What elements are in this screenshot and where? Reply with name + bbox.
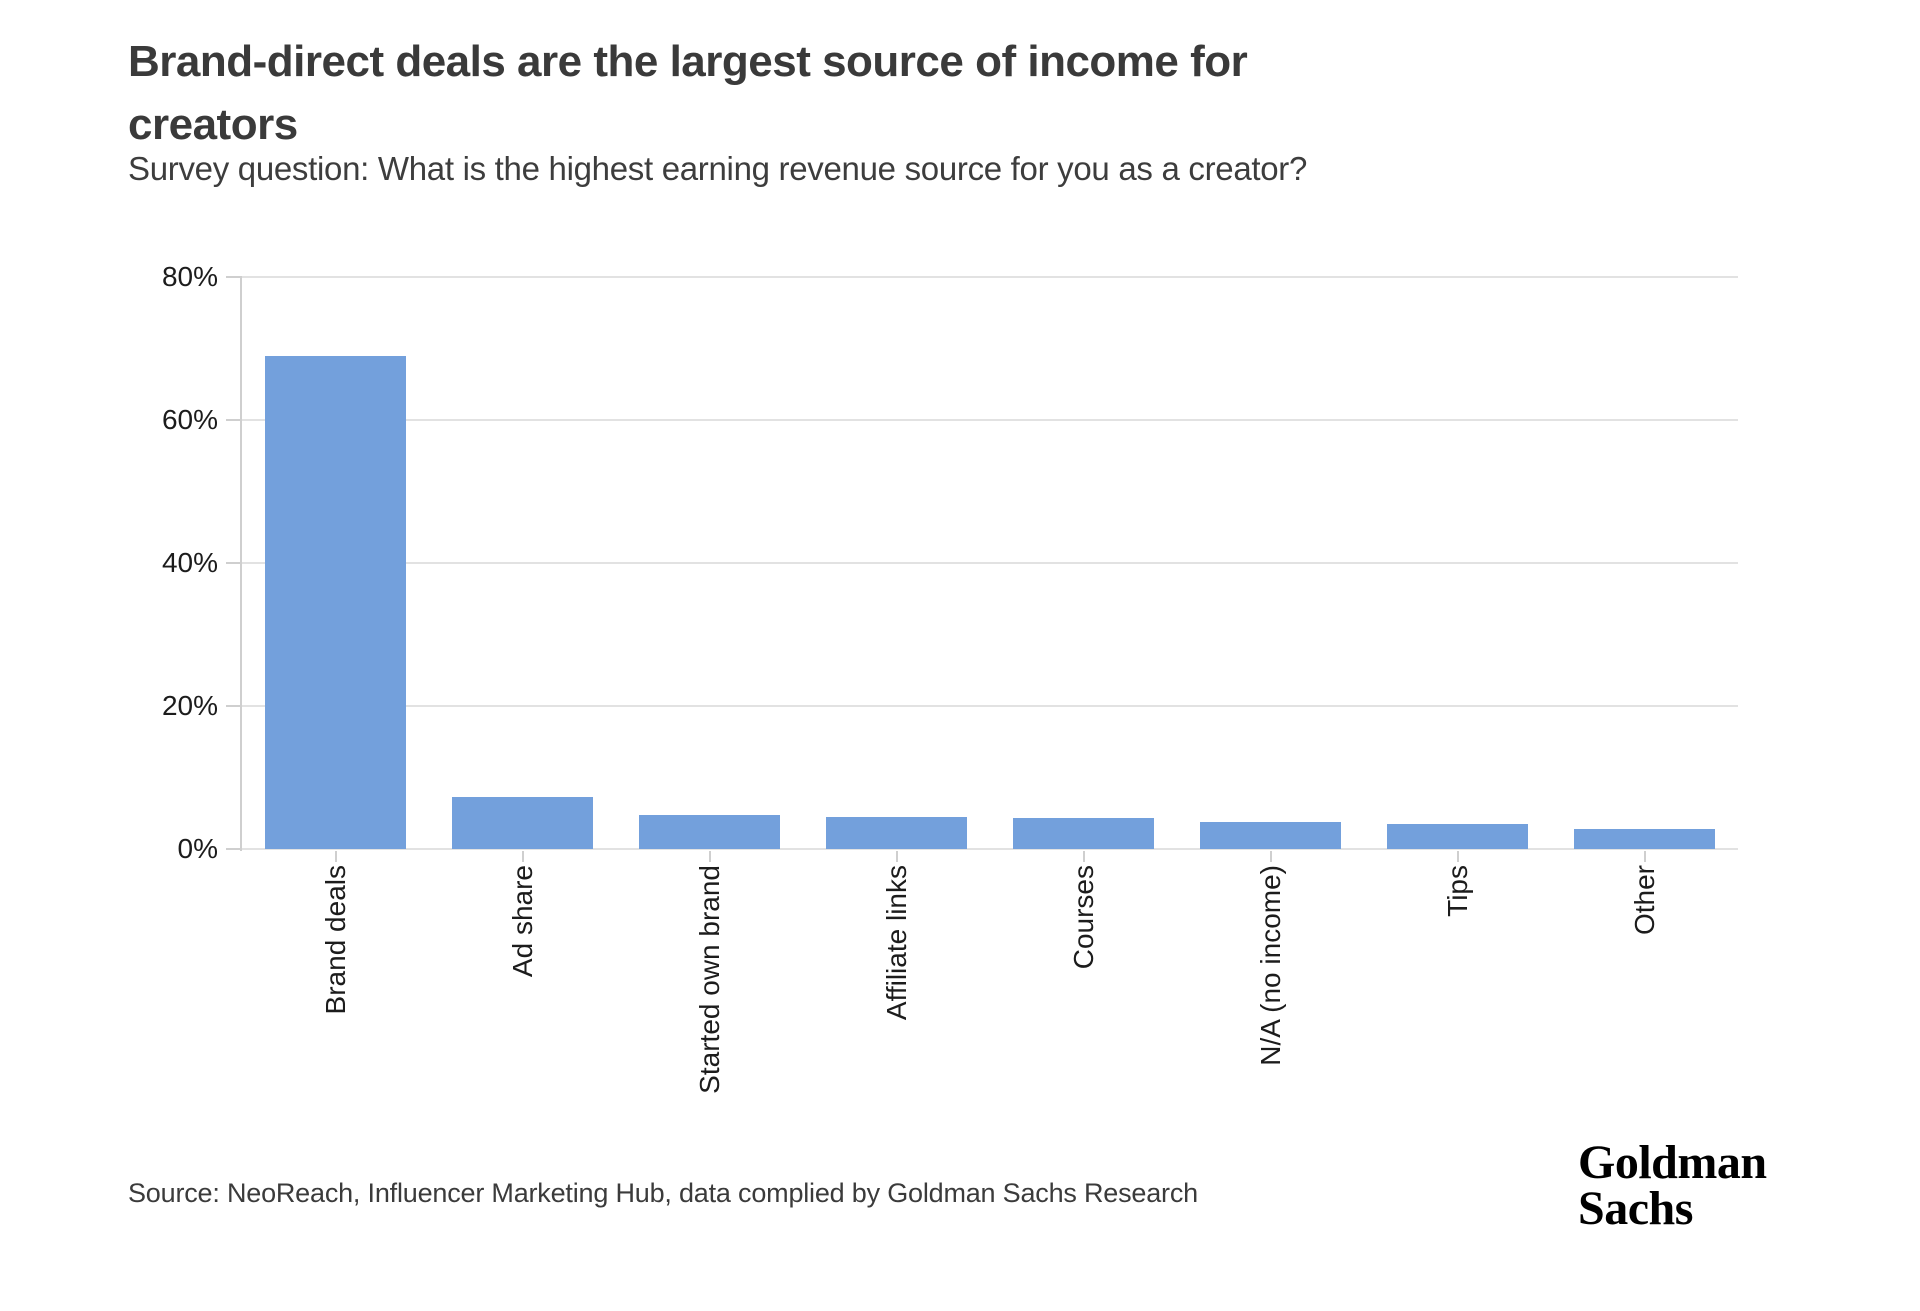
y-axis-tick — [226, 562, 242, 564]
x-tick-label: Brand deals — [242, 865, 429, 1165]
x-tick-label-text: Ad share — [506, 865, 538, 978]
bar — [265, 355, 406, 849]
y-tick-label: 40% — [161, 547, 218, 578]
y-tick-label: 0% — [177, 833, 218, 864]
x-axis-tick — [334, 851, 337, 862]
logo-line1: Goldman — [1578, 1136, 1767, 1189]
x-axis-tick — [1456, 851, 1459, 862]
x-tick-label-text: N/A (no income) — [1254, 865, 1286, 1066]
x-tick-label: Ad share — [429, 865, 616, 1165]
x-tick-label: Other — [1551, 865, 1738, 1165]
gridline — [242, 705, 1738, 707]
y-tick-label: 20% — [161, 690, 218, 721]
bar — [1387, 823, 1528, 849]
x-tick-label-text: Tips — [1441, 865, 1473, 917]
gridline — [242, 848, 1738, 850]
y-tick-label: 60% — [161, 404, 218, 435]
x-axis-tick — [895, 851, 898, 862]
bar — [1200, 821, 1341, 849]
gridline — [242, 562, 1738, 564]
x-tick-label-text: Courses — [1067, 865, 1099, 970]
x-axis-tick — [1082, 851, 1085, 862]
x-tick-label-text: Started own brand — [693, 865, 725, 1094]
y-axis-tick — [226, 276, 242, 278]
bar — [452, 796, 593, 849]
y-axis-tick — [226, 848, 242, 850]
x-tick-label-text: Affiliate links — [880, 865, 912, 1021]
x-axis-tick — [1643, 851, 1646, 862]
page-title-line1: Brand-direct deals are the largest sourc… — [128, 37, 1248, 86]
x-tick-label: Tips — [1364, 865, 1551, 1165]
x-axis-tick — [1269, 851, 1272, 862]
y-axis-line — [240, 277, 242, 851]
gridline — [242, 419, 1738, 421]
goldman-sachs-logo: Goldman Sachs — [1578, 1139, 1767, 1235]
bar — [1574, 828, 1715, 849]
y-tick-label: 80% — [161, 261, 218, 292]
x-axis-tick — [708, 851, 711, 862]
page-subtitle: Survey question: What is the highest ear… — [128, 150, 1308, 187]
y-axis-tick — [226, 419, 242, 421]
x-tick-label-text: Other — [1628, 865, 1660, 936]
logo-line2: Sachs — [1578, 1182, 1693, 1235]
bar — [1013, 818, 1154, 849]
bar — [826, 816, 967, 849]
gridline — [242, 276, 1738, 278]
source-note: Source: NeoReach, Influencer Marketing H… — [128, 1178, 1198, 1208]
x-tick-label: Affiliate links — [803, 865, 990, 1165]
bar — [639, 814, 780, 849]
plot-area: 0% 20% 40% 60% 80% Brand deals Ad share Started… — [162, 261, 1738, 1094]
x-tick-label: Started own brand — [616, 865, 803, 1165]
x-axis-tick — [521, 851, 524, 862]
page-title-line2: creators — [128, 100, 298, 149]
x-tick-label: Courses — [990, 865, 1177, 1165]
x-tick-label: N/A (no income) — [1177, 865, 1364, 1165]
page-title: Brand-direct deals are the largest sourc… — [128, 30, 1528, 156]
x-tick-label-text: Brand deals — [319, 865, 351, 1015]
y-axis-tick — [226, 705, 242, 707]
